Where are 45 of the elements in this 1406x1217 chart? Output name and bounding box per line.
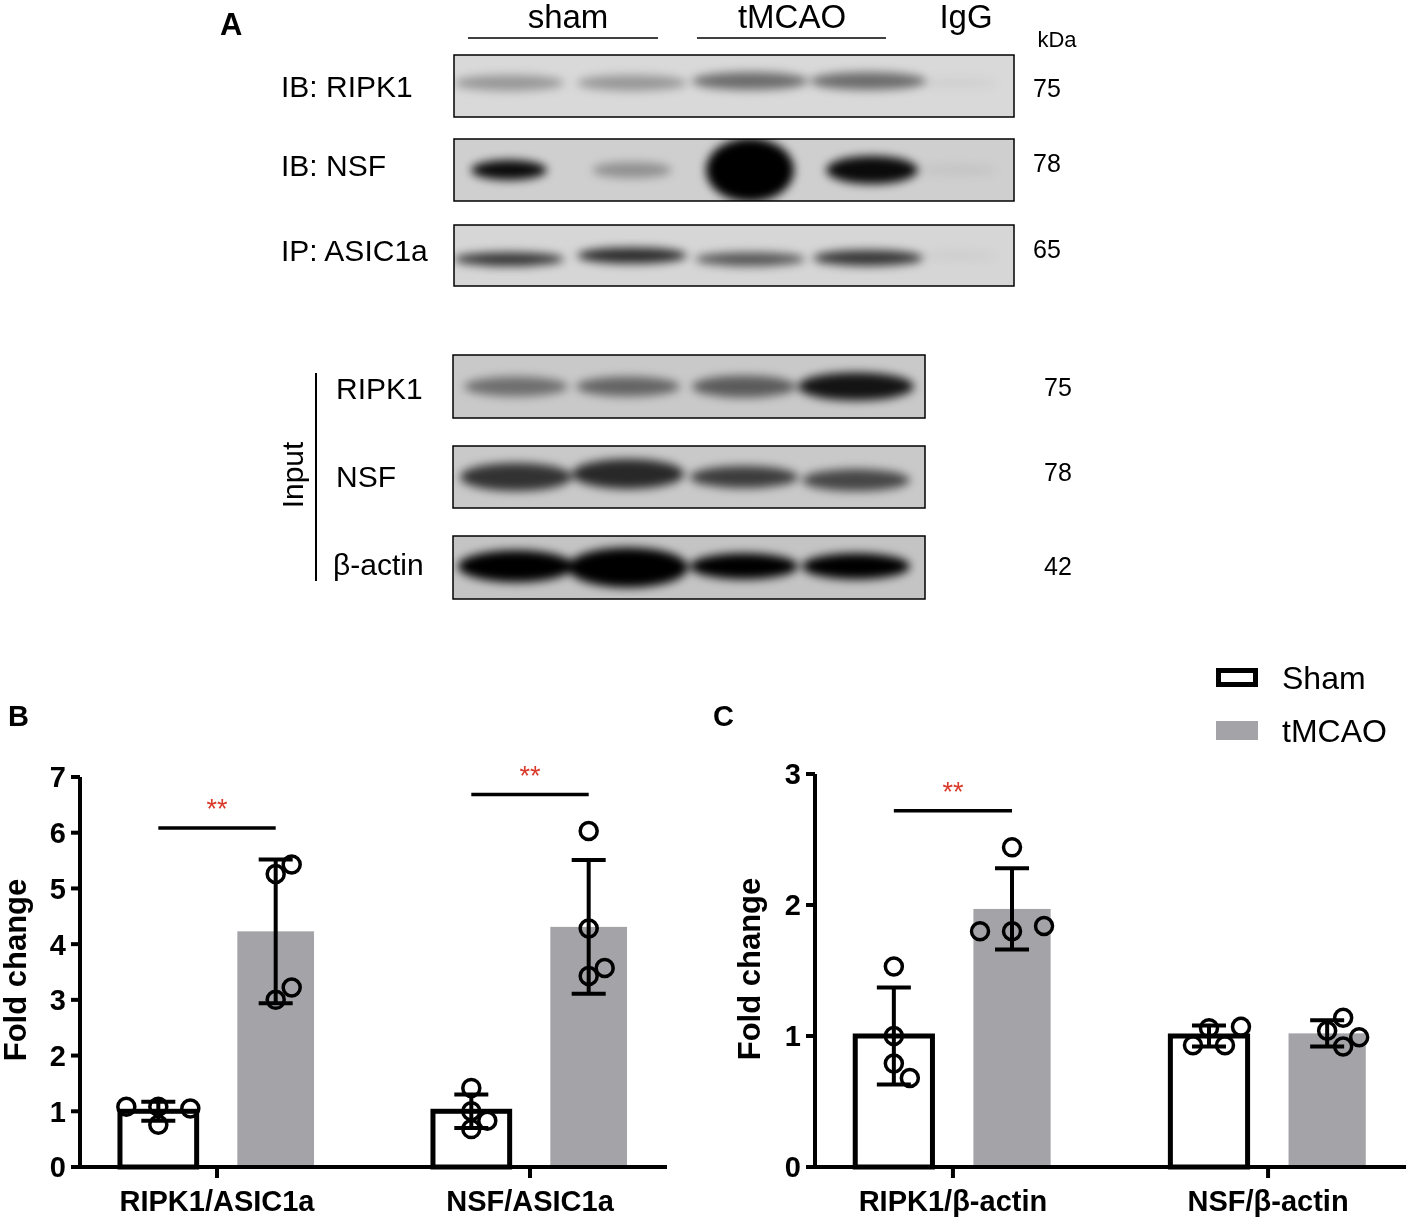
y-axis-title: Fold change [732,877,767,1061]
x-tick-label: RIPK1/ASIC1a [119,1185,316,1217]
y-tick-label: 6 [49,817,66,850]
y-tick-label: 2 [784,889,801,922]
x-tick-label: RIPK1/β-actin [858,1185,1048,1217]
y-tick-label: 1 [784,1020,801,1053]
x-tick-label: NSF/ASIC1a [446,1185,615,1217]
text: tMCAO [737,0,847,35]
text: 78 [1044,458,1072,486]
text: A [220,7,243,42]
y-tick-label: 0 [49,1151,66,1184]
bar [550,926,628,1167]
y-tick-label: 3 [49,984,66,1017]
text: RIPK1 [336,372,423,405]
annotation: ** [942,776,964,807]
y-tick-label: 0 [784,1151,801,1184]
y-tick-label: 7 [49,761,66,794]
text: Input [276,440,309,509]
text: IgG [939,0,993,35]
annotation: ** [519,760,541,791]
y-axis-title: Fold change [0,878,33,1062]
legend-label: Sham [1282,660,1366,696]
text: sham [527,0,609,35]
text: kDa [1037,27,1078,52]
text: 65 [1033,235,1061,263]
text: 75 [1033,74,1061,102]
y-tick-label: 2 [49,1040,66,1073]
y-tick-label: 5 [49,872,66,905]
text: IB: NSF [281,149,387,182]
text: β-actin [333,548,424,581]
annotation: ** [206,793,228,824]
text: 75 [1044,373,1072,401]
legend-label: tMCAO [1282,713,1387,749]
x-tick-label: NSF/β-actin [1187,1185,1349,1217]
text: IP: ASIC1a [281,234,429,267]
y-tick-label: 3 [784,758,801,791]
chart-title: B [8,700,29,732]
y-tick-label: 4 [49,928,66,961]
text: 78 [1033,149,1061,177]
text: 42 [1044,552,1072,580]
text: NSF [336,460,396,493]
text: IB: RIPK1 [281,70,413,103]
bar [237,931,315,1167]
y-tick-label: 1 [49,1095,66,1128]
chart-title: C [713,700,734,732]
